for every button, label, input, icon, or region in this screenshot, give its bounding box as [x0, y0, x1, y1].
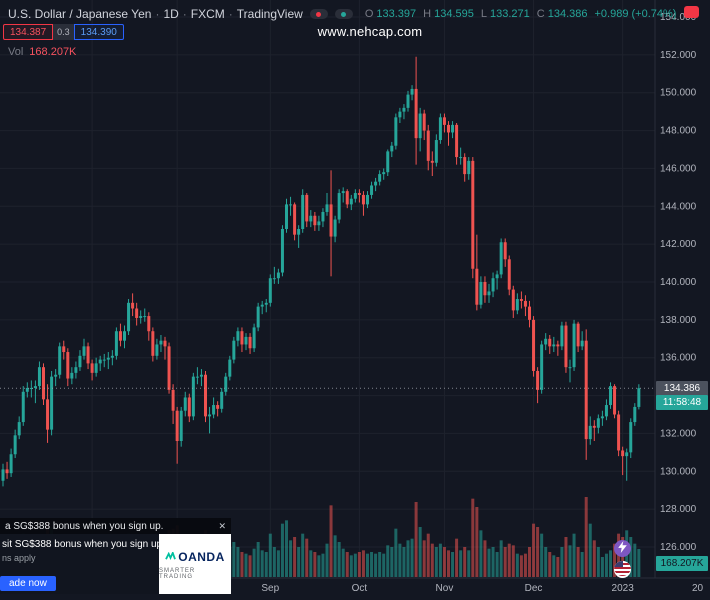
price-axis-label: 126.000	[660, 542, 697, 553]
bar-countdown-badge: 11:58:48	[656, 395, 708, 411]
ad-body-text: sit SG$388 bonus when you sign up.	[2, 539, 159, 550]
high-label: H	[423, 8, 432, 20]
symbol-title[interactable]: U.S. Dollar / Japanese Yen	[8, 7, 152, 21]
low-value: 133.271	[490, 8, 530, 20]
price-axis-label: 138.000	[660, 315, 697, 326]
sell-button[interactable]: 134.387	[3, 24, 54, 40]
record-indicator-icon[interactable]	[684, 6, 699, 18]
price-axis-label: 140.000	[660, 277, 697, 288]
buy-sell-widget: 134.387 0.3 134.390	[3, 24, 124, 40]
open-value: 133.397	[376, 8, 417, 20]
close-label: C	[536, 8, 545, 20]
close-value: 134.386	[547, 8, 588, 20]
ad-terms-text: ns apply	[2, 553, 36, 563]
price-axis-label: 128.000	[660, 504, 697, 515]
price-axis-label: 146.000	[660, 163, 697, 174]
price-axis-label: 130.000	[660, 466, 697, 477]
red-dot-icon	[316, 11, 322, 17]
site-watermark: www.nehcap.com	[317, 24, 423, 39]
ad-headline: a SG$388 bonus when you sign up.	[5, 520, 164, 532]
volume-value: 168.207K	[29, 46, 77, 58]
price-axis-label: 136.000	[660, 353, 697, 364]
ad-banner[interactable]: a SG$388 bonus when you sign up. ✕ sit S…	[0, 518, 231, 594]
price-axis-label: 142.000	[660, 239, 697, 250]
time-axis-edge-label: 20	[692, 583, 704, 594]
time-axis-label: Sep	[261, 583, 279, 594]
oanda-wordmark: OANDA	[178, 550, 225, 564]
time-axis-label: Nov	[436, 583, 454, 594]
volume-label[interactable]: Vol	[8, 46, 24, 58]
ad-headline-bar: a SG$388 bonus when you sign up. ✕	[0, 518, 231, 534]
last-price-badge: 134.386	[656, 381, 708, 397]
us-flag-icon	[614, 561, 631, 578]
buy-button[interactable]: 134.390	[73, 24, 124, 40]
volume-axis-badge: 168.207K	[656, 556, 708, 571]
price-axis[interactable]: 154.000 152.000 150.000 148.000 146.000 144.0…	[660, 12, 697, 553]
time-axis-label: Dec	[525, 583, 543, 594]
price-axis-label: 152.000	[660, 50, 697, 61]
price-axis-label: 154.000	[660, 12, 697, 23]
green-dot-icon	[341, 11, 347, 17]
price-axis-label: 148.000	[660, 126, 697, 137]
open-label: O	[364, 8, 374, 20]
change-value: +0.989 (+0.74%)	[594, 8, 677, 20]
oanda-logo-icon	[165, 548, 177, 566]
separator-dot: ·	[182, 7, 187, 21]
time-axis[interactable]: Sep Oct Nov Dec 2023 20	[261, 583, 703, 594]
price-axis-label: 150.000	[660, 88, 697, 99]
data-status-pill[interactable]	[334, 9, 353, 19]
high-value: 134.595	[434, 8, 474, 20]
lightning-icon	[618, 540, 627, 558]
market-status-pill[interactable]	[309, 9, 328, 19]
spread-value: 0.3	[53, 24, 74, 40]
volume-indicator-row: Vol 168.207K	[8, 46, 76, 58]
symbol-legend: U.S. Dollar / Japanese Yen · 1D · FXCM ·…	[8, 7, 676, 21]
ad-body: sit SG$388 bonus when you sign up. ns ap…	[0, 534, 231, 594]
language-flag-button[interactable]	[614, 561, 631, 578]
price-axis-label: 144.000	[660, 201, 697, 212]
boost-button[interactable]	[614, 540, 631, 557]
low-label: L	[480, 8, 487, 20]
oanda-logo[interactable]: OANDA SMARTER TRADING	[159, 534, 231, 594]
ad-cta-button[interactable]: ade now	[0, 576, 56, 591]
ohlc-readout: O 133.397 H 134.595 L 133.271 C 134.386 +0.9…	[365, 8, 677, 20]
brand-label: TradingView	[236, 7, 303, 21]
separator-dot: ·	[155, 7, 160, 21]
grid-layer	[0, 0, 655, 578]
ad-close-button[interactable]: ✕	[218, 520, 226, 531]
exchange-label: FXCM	[190, 7, 225, 21]
oanda-tagline: SMARTER TRADING	[159, 568, 196, 580]
price-axis-label: 132.000	[660, 428, 697, 439]
time-axis-label: Oct	[352, 583, 368, 594]
ad-creative: sit SG$388 bonus when you sign up. ns ap…	[0, 534, 159, 594]
candles-layer	[1, 56, 641, 487]
separator-dot: ·	[228, 7, 233, 21]
time-axis-label: 2023	[612, 583, 635, 594]
interval-label[interactable]: 1D	[163, 7, 179, 21]
